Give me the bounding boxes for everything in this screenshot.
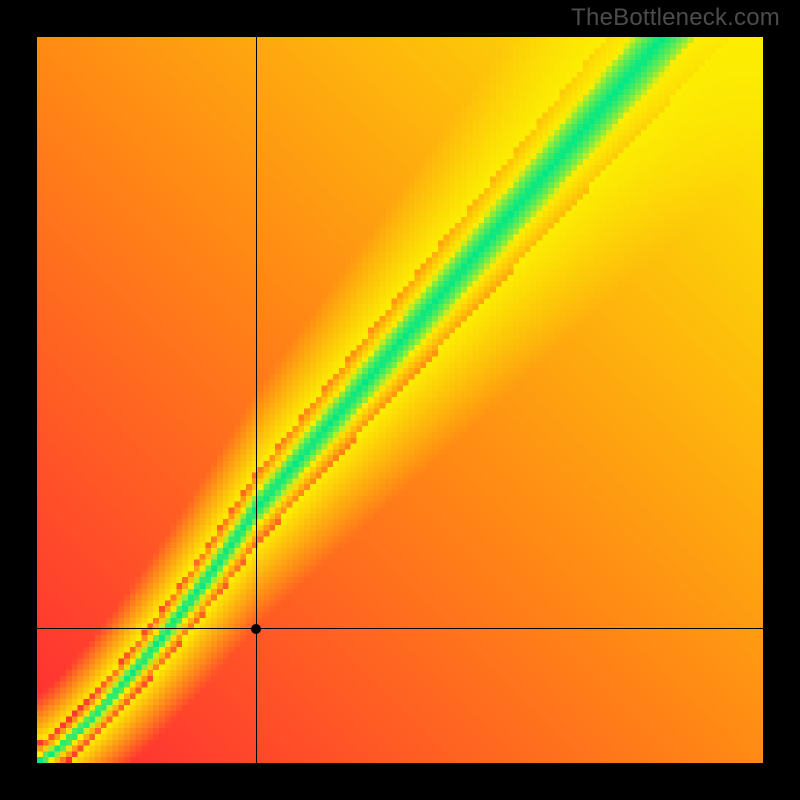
marker-dot — [251, 624, 261, 634]
watermark-text: TheBottleneck.com — [571, 4, 780, 32]
bottleneck-heatmap — [37, 37, 763, 763]
chart-container: TheBottleneck.com — [0, 0, 800, 800]
crosshair-vertical — [256, 37, 257, 763]
crosshair-horizontal — [37, 628, 763, 629]
